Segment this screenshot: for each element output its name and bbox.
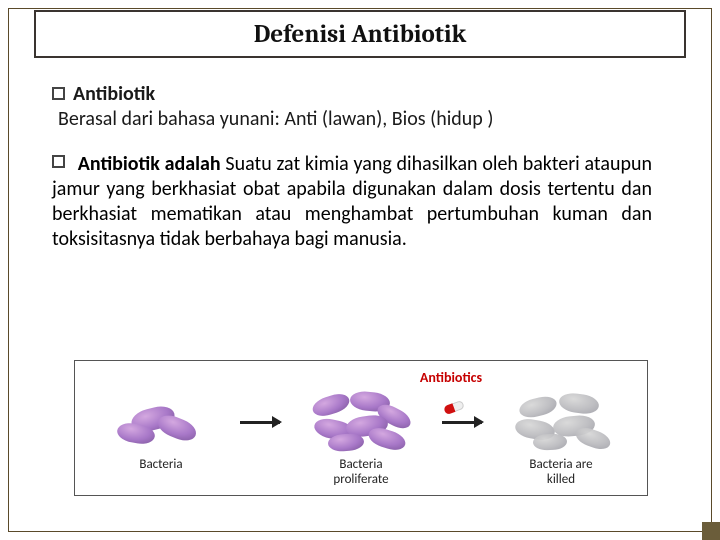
bullet-heading-1: Antibiotik xyxy=(73,82,155,107)
bacteria-icon xyxy=(103,390,213,454)
bullet-header-1: Antibiotik xyxy=(52,82,652,107)
pill-icon xyxy=(443,400,465,415)
diagram-bottom-labels: Bacteria Bacteriaproliferate Bacteria ar… xyxy=(85,458,637,489)
diagram-label-right: Bacteria arekilled xyxy=(489,458,633,487)
arrow-1 xyxy=(232,421,288,424)
diagram-label-middle: Bacteriaproliferate xyxy=(289,458,433,487)
square-bullet-icon xyxy=(52,87,65,100)
diagram-label-left: Bacteria xyxy=(89,458,233,487)
content-area: Antibiotik Berasal dari bahasa yunani: A… xyxy=(52,82,652,270)
bullet-body-2: Antibiotik adalah Suatu zat kimia yang d… xyxy=(52,150,652,252)
bacteria-proliferate-icon xyxy=(306,390,416,454)
arrow-icon xyxy=(442,421,482,424)
bullet-body-1: Berasal dari bahasa yunani: Anti (lawan)… xyxy=(58,107,652,132)
bullet-section-2: Antibiotik adalah Suatu zat kimia yang d… xyxy=(52,150,652,252)
bacteria-killed-icon xyxy=(509,390,619,454)
square-bullet-icon xyxy=(52,155,65,168)
diagram-cell-middle xyxy=(288,390,435,454)
diagram-cell-right xyxy=(490,390,637,454)
corner-accent xyxy=(702,522,720,540)
diagram-cell-left xyxy=(85,390,232,454)
bullet-lead-2: Antibiotik adalah xyxy=(78,152,221,176)
slide-title: Defenisi Antibiotik xyxy=(254,20,467,49)
arrow-2 xyxy=(434,421,490,424)
bullet-section-1: Antibiotik Berasal dari bahasa yunani: A… xyxy=(52,82,652,132)
arrow-icon xyxy=(240,421,280,424)
title-box: Defenisi Antibiotik xyxy=(34,10,686,58)
diagram-box: Antibiotics xyxy=(74,360,648,496)
diagram-row xyxy=(85,386,637,458)
diagram-top-label: Antibiotics xyxy=(265,369,637,386)
